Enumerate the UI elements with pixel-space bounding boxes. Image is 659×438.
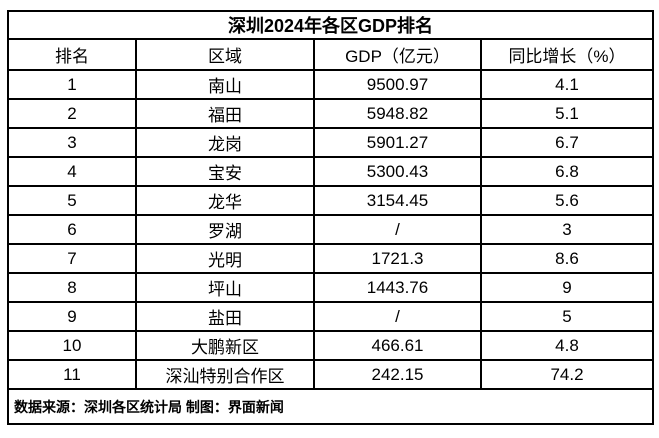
gdp-cell: 466.61 bbox=[313, 330, 482, 361]
growth-cell: 3 bbox=[480, 214, 654, 245]
growth-cell: 5.6 bbox=[480, 185, 654, 216]
table-row: 8 坪山 1443.76 9 bbox=[7, 272, 654, 303]
table-row: 11 深汕特别合作区 242.15 74.2 bbox=[7, 359, 654, 390]
rank-cell: 5 bbox=[7, 185, 137, 216]
rank-cell: 11 bbox=[7, 359, 137, 390]
region-cell: 光明 bbox=[135, 243, 315, 274]
table-row: 2 福田 5948.82 5.1 bbox=[7, 98, 654, 129]
region-cell: 盐田 bbox=[135, 301, 315, 332]
growth-cell: 4.8 bbox=[480, 330, 654, 361]
rank-cell: 2 bbox=[7, 98, 137, 129]
region-cell: 坪山 bbox=[135, 272, 315, 303]
header-rank: 排名 bbox=[7, 38, 137, 71]
table-title: 深圳2024年各区GDP排名 bbox=[7, 10, 654, 40]
table-row: 3 龙岗 5901.27 6.7 bbox=[7, 127, 654, 158]
gdp-cell: 5300.43 bbox=[313, 156, 482, 187]
growth-cell: 6.8 bbox=[480, 156, 654, 187]
table-row: 10 大鹏新区 466.61 4.8 bbox=[7, 330, 654, 361]
gdp-cell: 5948.82 bbox=[313, 98, 482, 129]
gdp-cell: / bbox=[313, 301, 482, 332]
table-row: 4 宝安 5300.43 6.8 bbox=[7, 156, 654, 187]
table-header-row: 排名 区域 GDP（亿元） 同比增长（%） bbox=[7, 38, 654, 71]
rank-cell: 6 bbox=[7, 214, 137, 245]
growth-cell: 8.6 bbox=[480, 243, 654, 274]
region-cell: 大鹏新区 bbox=[135, 330, 315, 361]
region-cell: 福田 bbox=[135, 98, 315, 129]
growth-cell: 6.7 bbox=[480, 127, 654, 158]
table-row: 9 盐田 / 5 bbox=[7, 301, 654, 332]
gdp-cell: 5901.27 bbox=[313, 127, 482, 158]
rank-cell: 10 bbox=[7, 330, 137, 361]
source-note: 数据来源：深圳各区统计局 制图：界面新闻 bbox=[7, 388, 654, 425]
gdp-ranking-table: 深圳2024年各区GDP排名 排名 区域 GDP（亿元） 同比增长（%） 1 南… bbox=[7, 10, 654, 425]
header-gdp: GDP（亿元） bbox=[313, 38, 482, 71]
gdp-cell: 1721.3 bbox=[313, 243, 482, 274]
gdp-cell: / bbox=[313, 214, 482, 245]
gdp-cell: 1443.76 bbox=[313, 272, 482, 303]
header-growth: 同比增长（%） bbox=[480, 38, 654, 71]
region-cell: 宝安 bbox=[135, 156, 315, 187]
rank-cell: 8 bbox=[7, 272, 137, 303]
header-region: 区域 bbox=[135, 38, 315, 71]
region-cell: 龙岗 bbox=[135, 127, 315, 158]
growth-cell: 5.1 bbox=[480, 98, 654, 129]
region-cell: 深汕特别合作区 bbox=[135, 359, 315, 390]
region-cell: 南山 bbox=[135, 69, 315, 100]
gdp-cell: 3154.45 bbox=[313, 185, 482, 216]
region-cell: 罗湖 bbox=[135, 214, 315, 245]
rank-cell: 3 bbox=[7, 127, 137, 158]
table-footer-row: 数据来源：深圳各区统计局 制图：界面新闻 bbox=[7, 388, 654, 425]
gdp-cell: 9500.97 bbox=[313, 69, 482, 100]
table-row: 1 南山 9500.97 4.1 bbox=[7, 69, 654, 100]
gdp-ranking-table-container: 深圳2024年各区GDP排名 排名 区域 GDP（亿元） 同比增长（%） 1 南… bbox=[7, 10, 654, 425]
rank-cell: 7 bbox=[7, 243, 137, 274]
growth-cell: 9 bbox=[480, 272, 654, 303]
table-title-row: 深圳2024年各区GDP排名 bbox=[7, 10, 654, 40]
growth-cell: 74.2 bbox=[480, 359, 654, 390]
table-row: 5 龙华 3154.45 5.6 bbox=[7, 185, 654, 216]
gdp-cell: 242.15 bbox=[313, 359, 482, 390]
growth-cell: 4.1 bbox=[480, 69, 654, 100]
table-row: 7 光明 1721.3 8.6 bbox=[7, 243, 654, 274]
rank-cell: 1 bbox=[7, 69, 137, 100]
growth-cell: 5 bbox=[480, 301, 654, 332]
table-row: 6 罗湖 / 3 bbox=[7, 214, 654, 245]
rank-cell: 4 bbox=[7, 156, 137, 187]
region-cell: 龙华 bbox=[135, 185, 315, 216]
rank-cell: 9 bbox=[7, 301, 137, 332]
